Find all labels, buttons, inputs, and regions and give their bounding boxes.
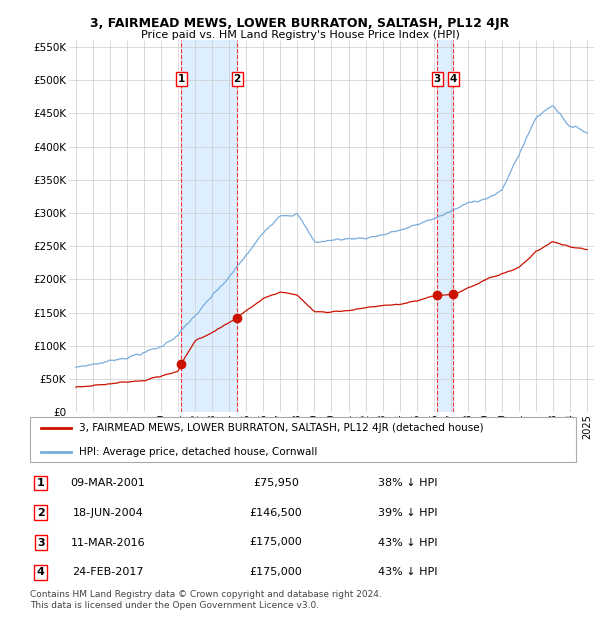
Bar <box>437 40 454 412</box>
Text: 4: 4 <box>449 74 457 84</box>
Text: 3: 3 <box>37 538 44 547</box>
Text: 2: 2 <box>233 74 241 84</box>
Text: 09-MAR-2001: 09-MAR-2001 <box>71 478 145 488</box>
Text: HPI: Average price, detached house, Cornwall: HPI: Average price, detached house, Corn… <box>79 447 317 457</box>
Text: 24-FEB-2017: 24-FEB-2017 <box>72 567 144 577</box>
Text: £75,950: £75,950 <box>253 478 299 488</box>
Text: £175,000: £175,000 <box>250 567 302 577</box>
FancyBboxPatch shape <box>30 417 576 462</box>
Text: 38% ↓ HPI: 38% ↓ HPI <box>378 478 438 488</box>
Text: 39% ↓ HPI: 39% ↓ HPI <box>378 508 438 518</box>
Text: 2: 2 <box>37 508 44 518</box>
Text: 4: 4 <box>37 567 45 577</box>
Text: 3: 3 <box>433 74 440 84</box>
Text: 3, FAIRMEAD MEWS, LOWER BURRATON, SALTASH, PL12 4JR (detached house): 3, FAIRMEAD MEWS, LOWER BURRATON, SALTAS… <box>79 423 484 433</box>
Text: £175,000: £175,000 <box>250 538 302 547</box>
Text: 3, FAIRMEAD MEWS, LOWER BURRATON, SALTASH, PL12 4JR: 3, FAIRMEAD MEWS, LOWER BURRATON, SALTAS… <box>91 17 509 30</box>
Text: 43% ↓ HPI: 43% ↓ HPI <box>378 538 438 547</box>
Bar <box>181 40 237 412</box>
Text: 18-JUN-2004: 18-JUN-2004 <box>73 508 143 518</box>
Text: 1: 1 <box>37 478 44 488</box>
Text: Price paid vs. HM Land Registry's House Price Index (HPI): Price paid vs. HM Land Registry's House … <box>140 30 460 40</box>
Text: £146,500: £146,500 <box>250 508 302 518</box>
Text: 43% ↓ HPI: 43% ↓ HPI <box>378 567 438 577</box>
Text: 11-MAR-2016: 11-MAR-2016 <box>71 538 145 547</box>
Text: Contains HM Land Registry data © Crown copyright and database right 2024.
This d: Contains HM Land Registry data © Crown c… <box>30 590 382 609</box>
Text: 1: 1 <box>178 74 185 84</box>
